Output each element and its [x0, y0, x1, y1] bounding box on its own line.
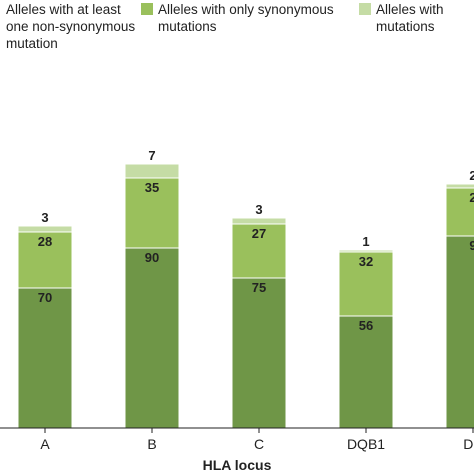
bar-dp-series-3 — [445, 183, 474, 189]
value-label-c-series-3: 3 — [255, 202, 262, 217]
bar-dp-series-1 — [445, 235, 474, 429]
x-tick-label-a: A — [40, 436, 50, 452]
value-label-dqb1-series-1: 56 — [359, 318, 373, 333]
bar-a-series-3 — [17, 225, 73, 233]
legend-entry-3-line-2: mutations — [376, 19, 435, 34]
legend-entry-1-line-1: Alleles with at least — [6, 2, 121, 17]
value-label-dp-series-3: 2 — [469, 168, 474, 183]
value-label-b-series-2: 35 — [145, 180, 159, 195]
legend-swatch-3 — [359, 3, 371, 15]
legend-entry-2-line-1: Alleles with only synonymous — [158, 2, 334, 17]
value-label-dqb1-series-3: 1 — [362, 234, 369, 249]
x-tick-label-dqb1: DQB1 — [347, 436, 385, 452]
legend-swatch-2 — [141, 3, 153, 15]
x-axis-title: HLA locus — [203, 457, 272, 473]
legend-entry-1-line-2: one non-synonymous — [6, 19, 135, 34]
value-labels: 70 28 3 90 35 7 75 27 3 56 32 1 9 2 2 — [38, 148, 474, 333]
legend: Alleles with at least one non-synonymous m… — [6, 2, 444, 51]
x-tick-label-c: C — [254, 436, 264, 452]
bar-a-series-1 — [17, 287, 73, 429]
bar-c-series-3 — [231, 217, 287, 225]
legend-entry-3-line-1: Alleles with — [376, 2, 444, 17]
value-label-b-series-1: 90 — [145, 250, 159, 265]
bar-b-series-2 — [124, 177, 180, 249]
value-label-a-series-3: 3 — [41, 210, 48, 225]
bar-dp-series-2 — [445, 187, 474, 237]
value-label-c-series-1: 75 — [252, 280, 266, 295]
bar-b-series-1 — [124, 247, 180, 429]
value-label-dp-series-2: 2 — [469, 190, 474, 205]
value-label-b-series-3: 7 — [148, 148, 155, 163]
x-axis-ticks: A B C DQB1 DP — [40, 428, 474, 452]
bar-dqb1-series-3 — [338, 249, 394, 253]
bar-dqb1-series-1 — [338, 315, 394, 429]
value-label-a-series-1: 70 — [38, 290, 52, 305]
bar-b-series-3 — [124, 163, 180, 179]
legend-entry-1-line-3: mutation — [6, 36, 58, 51]
bar-dqb1-series-2 — [338, 251, 394, 317]
value-label-dp-series-1: 9 — [469, 238, 474, 253]
legend-entry-2-line-2: mutations — [158, 19, 217, 34]
x-tick-label-dp: DP — [463, 436, 474, 452]
value-label-a-series-2: 28 — [38, 234, 52, 249]
value-label-dqb1-series-2: 32 — [359, 254, 373, 269]
bars — [17, 163, 474, 429]
bar-c-series-1 — [231, 277, 287, 429]
value-label-c-series-2: 27 — [252, 226, 266, 241]
x-tick-label-b: B — [147, 436, 156, 452]
bar-a-series-2 — [17, 231, 73, 289]
